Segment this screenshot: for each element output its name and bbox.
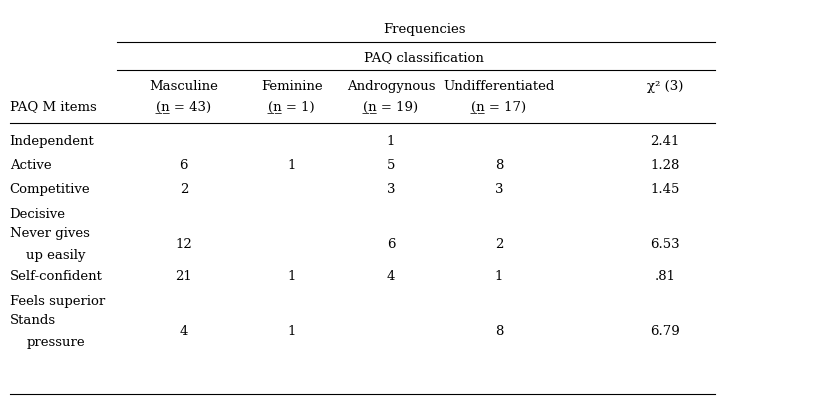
- Text: 1.45: 1.45: [650, 183, 680, 196]
- Text: Masculine: Masculine: [150, 80, 218, 93]
- Text: Decisive: Decisive: [10, 208, 66, 221]
- Text: 6.53: 6.53: [650, 238, 680, 251]
- Text: 1: 1: [287, 271, 296, 284]
- Text: (̲n̲ = 43): (̲n̲ = 43): [156, 100, 211, 113]
- Text: Frequencies: Frequencies: [383, 23, 466, 36]
- Text: PAQ M items: PAQ M items: [10, 100, 97, 113]
- Text: 4: 4: [387, 271, 395, 284]
- Text: 1: 1: [495, 271, 503, 284]
- Text: Androgynous: Androgynous: [347, 80, 435, 93]
- Text: (̲n̲ = 1): (̲n̲ = 1): [268, 100, 315, 113]
- Text: 3: 3: [495, 183, 503, 196]
- Text: PAQ classification: PAQ classification: [364, 52, 484, 64]
- Text: Competitive: Competitive: [10, 183, 91, 196]
- Text: 4: 4: [180, 325, 188, 338]
- Text: 6.79: 6.79: [650, 325, 680, 338]
- Text: 6: 6: [387, 238, 395, 251]
- Text: 1.28: 1.28: [650, 159, 680, 172]
- Text: 2: 2: [180, 183, 188, 196]
- Text: χ² (3): χ² (3): [646, 80, 683, 93]
- Text: 1: 1: [387, 135, 395, 148]
- Text: pressure: pressure: [27, 337, 85, 350]
- Text: 8: 8: [495, 159, 503, 172]
- Text: 2: 2: [495, 238, 503, 251]
- Text: 21: 21: [176, 271, 192, 284]
- Text: 1: 1: [287, 325, 296, 338]
- Text: Feminine: Feminine: [260, 80, 323, 93]
- Text: Never gives: Never gives: [10, 227, 90, 239]
- Text: Undifferentiated: Undifferentiated: [443, 80, 555, 93]
- Text: Self-confident: Self-confident: [10, 271, 102, 284]
- Text: (̲n̲ = 17): (̲n̲ = 17): [472, 100, 527, 113]
- Text: Feels superior: Feels superior: [10, 295, 105, 308]
- Text: Stands: Stands: [10, 314, 56, 327]
- Text: (̲n̲ = 19): (̲n̲ = 19): [364, 100, 418, 113]
- Text: up easily: up easily: [27, 249, 86, 262]
- Text: 6: 6: [180, 159, 188, 172]
- Text: 5: 5: [387, 159, 395, 172]
- Text: 3: 3: [387, 183, 395, 196]
- Text: 8: 8: [495, 325, 503, 338]
- Text: Active: Active: [10, 159, 52, 172]
- Text: .81: .81: [654, 271, 676, 284]
- Text: 1: 1: [287, 159, 296, 172]
- Text: 2.41: 2.41: [650, 135, 680, 148]
- Text: Independent: Independent: [10, 135, 94, 148]
- Text: 12: 12: [176, 238, 192, 251]
